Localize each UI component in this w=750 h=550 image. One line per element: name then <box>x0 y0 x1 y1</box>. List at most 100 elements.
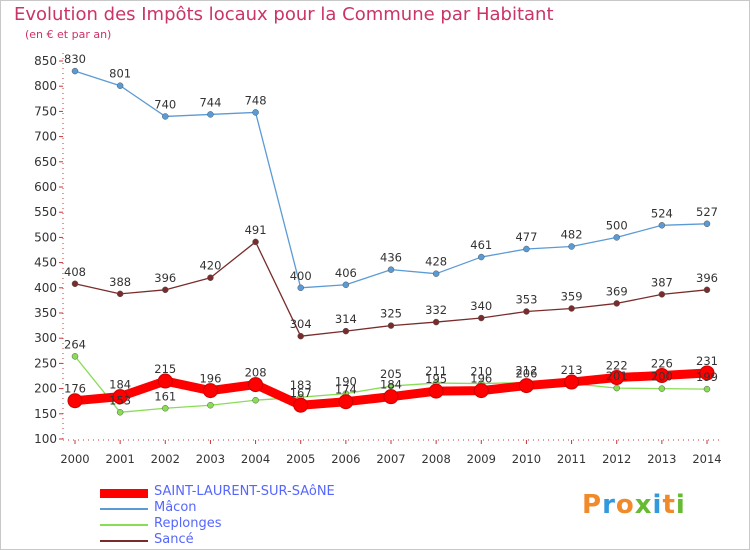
y-tick-label: 650 <box>34 155 57 169</box>
data-label-Mâcon-2006: 406 <box>335 266 357 280</box>
data-label-SAINT-LAURENT-SUR-SAôNE-2003: 196 <box>199 372 221 386</box>
data-label-Replonges-2005: 183 <box>290 378 312 392</box>
data-label-Sancé-2013: 387 <box>651 275 673 289</box>
data-point-Mâcon-2012 <box>613 234 620 241</box>
data-point-Mâcon-2009 <box>478 253 485 261</box>
data-point-SAINT-LAURENT-SUR-SAôNE-2000 <box>67 393 83 409</box>
data-point-SAINT-LAURENT-SUR-SAôNE-2001 <box>112 389 128 405</box>
x-tick-label: 2010 <box>512 452 541 466</box>
data-point-Mâcon-2006 <box>342 281 350 289</box>
data-point-SAINT-LAURENT-SUR-SAôNE-2013 <box>654 367 670 383</box>
y-tick-label: 100 <box>34 432 57 446</box>
data-point-Mâcon-2008 <box>432 270 440 277</box>
data-point-Sancé-2000 <box>71 280 79 288</box>
data-point-SAINT-LAURENT-SUR-SAôNE-2011 <box>564 374 580 390</box>
data-label-Sancé-2012: 369 <box>606 284 628 298</box>
proxiti-logo: Proxiti <box>582 490 686 520</box>
data-label-Sancé-2008: 332 <box>425 303 447 317</box>
y-tick-label: 700 <box>34 130 57 144</box>
x-tick-label: 2005 <box>286 452 315 466</box>
data-point-SAINT-LAURENT-SUR-SAôNE-2008 <box>428 383 444 399</box>
y-tick-label: 300 <box>34 331 57 345</box>
data-point-Mâcon-2010 <box>523 245 530 253</box>
data-label-Sancé-2003: 420 <box>199 259 221 273</box>
data-point-Sancé-2005 <box>297 332 304 340</box>
data-label-Sancé-2009: 340 <box>470 299 492 313</box>
logo-letter: t <box>662 490 676 520</box>
data-point-SAINT-LAURENT-SUR-SAôNE-2006 <box>338 394 354 410</box>
data-label-Replonges-2000: 264 <box>64 337 86 351</box>
data-label-SAINT-LAURENT-SUR-SAôNE-2006: 174 <box>335 383 357 397</box>
data-point-SAINT-LAURENT-SUR-SAôNE-2010 <box>518 378 534 394</box>
logo-letter: P <box>582 490 603 520</box>
data-label-Sancé-2007: 325 <box>380 307 402 321</box>
data-label-Sancé-2002: 396 <box>154 271 176 285</box>
data-point-Replonges-2013 <box>658 385 666 392</box>
x-tick-label: 2000 <box>60 452 89 466</box>
data-label-SAINT-LAURENT-SUR-SAôNE-2008: 195 <box>425 372 447 386</box>
y-tick-label: 250 <box>34 356 57 370</box>
legend-swatch <box>100 524 148 526</box>
data-label-Replonges-2009: 210 <box>470 365 492 379</box>
data-label-Replonges-2010: 212 <box>515 364 537 378</box>
data-point-SAINT-LAURENT-SUR-SAôNE-2003 <box>202 383 218 399</box>
data-label-Sancé-2005: 304 <box>290 317 312 331</box>
legend-swatch <box>100 540 148 542</box>
data-label-Sancé-2010: 353 <box>515 292 537 306</box>
data-label-Mâcon-2013: 524 <box>651 206 673 220</box>
data-label-Sancé-2001: 388 <box>109 275 131 289</box>
y-tick-label: 150 <box>34 407 57 421</box>
data-point-Sancé-2012 <box>613 300 620 307</box>
data-point-Mâcon-2003 <box>207 111 214 118</box>
chart-subtitle: (en € et par an) <box>25 28 112 41</box>
data-point-Mâcon-2011 <box>568 243 575 250</box>
data-label-Replonges-2007: 205 <box>380 367 402 381</box>
data-label-Replonges-2013: 200 <box>651 370 673 384</box>
data-label-Mâcon-2009: 461 <box>470 238 492 252</box>
x-tick-label: 2014 <box>692 452 721 466</box>
x-tick-label: 2007 <box>376 452 405 466</box>
data-label-SAINT-LAURENT-SUR-SAôNE-2001: 184 <box>109 378 131 392</box>
y-tick-label: 200 <box>34 382 57 396</box>
data-label-Mâcon-2007: 436 <box>380 251 402 265</box>
x-tick-label: 2012 <box>602 452 631 466</box>
data-label-Mâcon-2008: 428 <box>425 255 447 269</box>
y-tick-label: 400 <box>34 281 57 295</box>
y-tick-label: 800 <box>34 79 57 93</box>
data-point-Sancé-2006 <box>342 327 350 335</box>
data-label-Mâcon-2001: 801 <box>109 67 131 81</box>
y-tick-label: 500 <box>34 230 57 244</box>
data-point-Replonges-2003 <box>207 401 214 409</box>
data-point-Sancé-2009 <box>478 314 485 322</box>
data-point-Sancé-2010 <box>523 308 530 315</box>
data-label-Mâcon-2002: 740 <box>154 97 176 111</box>
logo-letter: i <box>675 490 686 520</box>
data-point-Replonges-2000 <box>71 353 79 360</box>
data-point-Sancé-2003 <box>207 274 214 281</box>
data-label-Sancé-2011: 359 <box>561 289 583 303</box>
y-tick-label: 350 <box>34 306 57 320</box>
data-point-Sancé-2001 <box>116 290 124 298</box>
data-point-Mâcon-2005 <box>297 284 304 292</box>
x-tick-label: 2006 <box>331 452 360 466</box>
legend-label: SAINT-LAURENT-SUR-SAôNE <box>154 484 335 499</box>
data-point-SAINT-LAURENT-SUR-SAôNE-2012 <box>609 370 625 386</box>
data-point-Sancé-2008 <box>432 318 440 326</box>
data-label-Sancé-2004: 491 <box>245 223 267 237</box>
data-point-SAINT-LAURENT-SUR-SAôNE-2004 <box>248 377 264 393</box>
data-label-SAINT-LAURENT-SUR-SAôNE-2013: 226 <box>651 356 673 370</box>
data-label-Replonges-2002: 161 <box>154 389 176 403</box>
x-tick-label: 2013 <box>647 452 676 466</box>
y-tick-label: 750 <box>34 104 57 118</box>
data-point-Sancé-2014 <box>703 286 711 294</box>
data-point-SAINT-LAURENT-SUR-SAôNE-2009 <box>473 383 489 399</box>
logo-letter: r <box>602 490 616 520</box>
logo-letter: i <box>652 490 663 520</box>
legend-swatch <box>100 488 148 498</box>
data-point-Replonges-2007 <box>387 382 395 390</box>
data-point-Mâcon-2002 <box>162 113 169 120</box>
data-point-Mâcon-2014 <box>703 220 711 228</box>
data-point-Replonges-2002 <box>162 405 169 412</box>
data-label-Mâcon-2011: 482 <box>561 227 583 241</box>
